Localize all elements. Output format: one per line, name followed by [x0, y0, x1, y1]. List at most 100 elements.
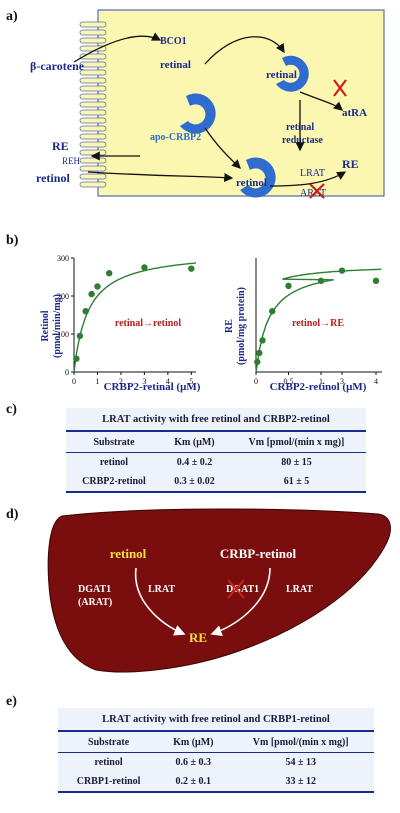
fit-curve [73, 262, 197, 373]
table-row: retinol 0.6 ± 0.3 54 ± 13 [58, 753, 374, 773]
column-header: Km (μM) [162, 431, 227, 453]
panel-d: d) retinol CRBP-retinol DGAT1 (ARAT) LRA… [0, 500, 400, 680]
retinal-bound-label: retinal [266, 69, 297, 81]
microvillus [79, 21, 107, 28]
chart2-ylabel-2: (pmol/mg protein) [236, 287, 247, 365]
lrat-right-label: LRAT [286, 584, 313, 595]
panel-a-diagram: a) β-carotene BCO1 retinal retinal atRA … [6, 9, 385, 199]
x-tick-label: 1 [319, 377, 323, 386]
data-point [372, 277, 380, 284]
lrat-label: LRAT [300, 168, 325, 179]
y-tick-label: 200 [57, 292, 69, 301]
panel-label: e) [6, 694, 17, 709]
data-point [105, 270, 113, 277]
y-tick-label: 0 [65, 368, 69, 377]
x-tick-label: 4 [374, 377, 378, 386]
table-cell: 0.3 ± 0.02 [162, 472, 227, 493]
column-header: Vm [pmol/(min x mg)] [227, 731, 374, 753]
table-cell: 0.4 ± 0.2 [176, 457, 213, 468]
x-tick-label: 3 [340, 377, 344, 386]
column-header: Substrate [58, 731, 160, 753]
microvillus [79, 149, 107, 156]
table-title: LRAT activity with free retinol and CRBP… [58, 708, 374, 732]
table-title: LRAT activity with free retinol and CRBP… [66, 408, 366, 432]
liver-shape [47, 508, 391, 673]
bco1-label: BCO1 [160, 36, 187, 47]
x-tick-label: 2 [119, 377, 123, 386]
table-cell: retinol [94, 757, 123, 768]
data-point [88, 290, 95, 298]
y-tick-label: 300 [57, 254, 69, 263]
re-label: RE [189, 630, 207, 645]
re-right-label: RE [342, 157, 359, 171]
data-point [254, 358, 261, 366]
table-row: CRBP1-retinol 0.2 ± 0.1 33 ± 12 [58, 772, 374, 793]
microvillus [79, 85, 107, 92]
column-header: Vm [pmol/(min x mg)] [226, 431, 366, 453]
retinal-reductase-label-2: reductase [282, 135, 323, 146]
microvilli [79, 21, 107, 188]
microvillus [79, 181, 107, 188]
data-point [73, 355, 80, 362]
microvillus [79, 29, 107, 36]
table-cell: 0.6 ± 0.3 [175, 757, 212, 768]
microvillus [79, 77, 107, 84]
chart1-ylabel-2: (pmol/min/mg) [52, 294, 63, 358]
lrat-crbp1-table: LRAT activity with free retinol and CRBP… [58, 708, 374, 793]
column-header: Km (μM) [159, 731, 228, 753]
re-left-label: RE [52, 139, 69, 153]
microvillus [79, 101, 107, 108]
dgat1-right-label: DGAT1 [226, 584, 259, 595]
panel-a: a) β-carotene BCO1 retinal retinal atRA … [0, 0, 400, 200]
arat-left-label: (ARAT) [78, 597, 112, 608]
microvillus [79, 173, 107, 180]
panel-e: e) LRAT activity with free retinol and C… [0, 692, 400, 810]
microvillus [79, 61, 107, 68]
table-cell: 33 ± 12 [227, 772, 374, 793]
table-row: retinol 0.4 ± 0.2 80 ± 15 [66, 453, 366, 473]
crbp2-retinol-protein [240, 157, 276, 198]
dgat1-left-label: DGAT1 [78, 584, 111, 595]
blocked-x-marks [309, 79, 347, 199]
microvillus [79, 125, 107, 132]
panel-label: c) [6, 402, 17, 417]
data-point [269, 308, 276, 315]
microvillus [79, 109, 107, 116]
microvillus [79, 157, 107, 164]
panel-d-diagram: d) retinol CRBP-retinol DGAT1 (ARAT) LRA… [6, 507, 391, 673]
retinol-left-label: retinol [36, 171, 70, 185]
data-point [76, 332, 84, 340]
microvillus [79, 133, 107, 140]
x-tick-label: 4 [166, 377, 170, 386]
panel-b-charts: b) Retinol (pmol/min/mg) CRBP2-retinal (… [6, 233, 382, 393]
data-point [259, 337, 266, 344]
table-cell: CRBP1-retinol [58, 772, 160, 793]
chart2-xlabel: CRBP2-retinol (μM) [270, 381, 367, 393]
x-tick-label: 3 [142, 377, 146, 386]
x-tick-label: 0.5 [284, 377, 294, 386]
chart2-plot: 0 0.5 1 3 4 [254, 258, 382, 386]
apo-crbp2-label: apo-CRBP2 [150, 132, 201, 143]
retinol-label: retinol [110, 546, 147, 561]
chart2-ylabel-1: RE [224, 319, 235, 333]
table-cell: 54 ± 13 [285, 757, 316, 768]
panel-label: a) [6, 9, 18, 24]
x-tick-label: 0 [72, 377, 76, 386]
chart1-ylabel-1: Retinol [40, 310, 51, 341]
x-tick-label: 1 [95, 377, 99, 386]
fit-curve [255, 268, 382, 373]
chart1-plot: 0 1 2 3 4 5 0 100 200 300 [57, 254, 197, 386]
y-tick-label: 100 [57, 330, 69, 339]
apo-crbp2-protein [180, 93, 216, 134]
lrat-left-label: LRAT [148, 584, 175, 595]
crbp-retinol-label: CRBP-retinol [220, 546, 297, 561]
microvillus [79, 37, 107, 44]
table-cell: retinol [99, 457, 129, 468]
data-point [338, 267, 346, 274]
pathway-arrows [73, 32, 347, 187]
x-tick-label: 0 [254, 377, 258, 386]
panel-label: b) [6, 233, 19, 248]
panel-label: d) [6, 507, 19, 522]
chart2-annotation: retinol→RE [292, 318, 344, 329]
x-tick-label: 5 [189, 377, 193, 386]
